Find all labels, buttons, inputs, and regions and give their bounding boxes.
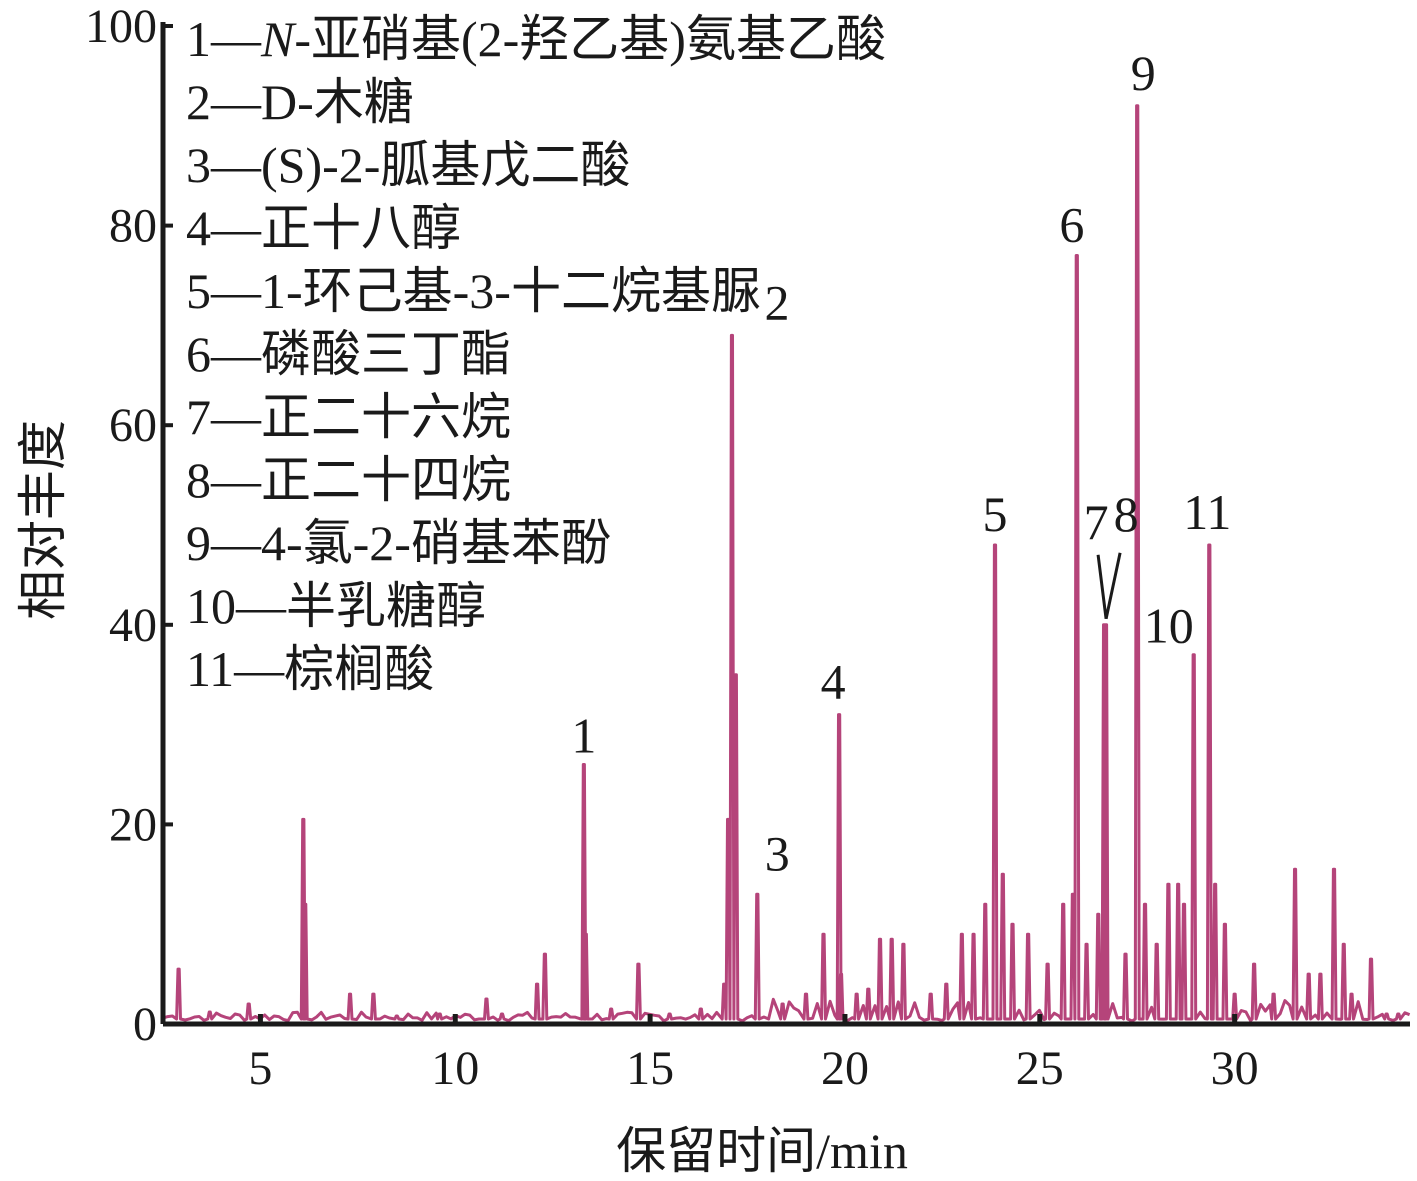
y-tick-label: 20 — [109, 798, 157, 851]
y-tick-label: 80 — [109, 200, 157, 253]
peak-label-10: 10 — [1144, 598, 1194, 654]
y-tick-label: 0 — [133, 998, 157, 1051]
y-tick-label: 60 — [109, 399, 157, 452]
legend-item-5: 5—1-环己基-3-十二烷基脲 — [186, 263, 761, 319]
peak-label-1: 1 — [571, 708, 596, 764]
legend-item-11: 11—棕榈酸 — [186, 641, 434, 697]
peak-label-3: 3 — [765, 825, 790, 881]
x-tick-label: 15 — [626, 1042, 674, 1095]
legend-item-1: 1—N-亚硝基(2-羟乙基)氨基乙酸 — [186, 11, 886, 67]
peak-label-4: 4 — [821, 654, 846, 710]
peak-label-8: 8 — [1114, 486, 1139, 542]
legend-item-2: 2—D-木糖 — [186, 74, 414, 130]
peak-labels: 1 2 3 4 5 6 9 10 11 7 8 — [571, 45, 1231, 881]
legend-item-9: 9—4-氯-2-硝基苯酚 — [186, 515, 611, 571]
x-tick-label: 25 — [1016, 1042, 1064, 1095]
peak-label-11: 11 — [1183, 484, 1231, 540]
x-tick-label: 20 — [821, 1042, 869, 1095]
legend: 1—N-亚硝基(2-羟乙基)氨基乙酸 2—D-木糖 3—(S)-2-胍基戊二酸 4—正… — [186, 11, 886, 697]
x-tick-label: 10 — [431, 1042, 479, 1095]
leader-line-8 — [1104, 552, 1122, 620]
chromatogram-trace — [162, 104, 1411, 1023]
peak-label-2: 2 — [764, 274, 789, 330]
x-tick-label: 30 — [1211, 1042, 1259, 1095]
trace-line — [162, 104, 1411, 1023]
x-axis-title: 保留时间/min — [616, 1123, 908, 1179]
axes — [160, 22, 1410, 1027]
legend-item-3: 3—(S)-2-胍基戊二酸 — [186, 137, 630, 193]
y-axis-title: 相对丰度 — [15, 420, 71, 620]
legend-item-7: 7—正二十六烷 — [186, 389, 511, 445]
legend-item-10: 10—半乳糖醇 — [186, 578, 486, 634]
x-tick-label: 5 — [248, 1042, 272, 1095]
peak-label-9: 9 — [1131, 45, 1156, 101]
legend-item-8: 8—正二十四烷 — [186, 452, 511, 508]
peak-label-5: 5 — [982, 486, 1007, 542]
legend-item-6: 6—磷酸三丁酯 — [186, 326, 511, 382]
y-tick-label: 40 — [109, 599, 157, 652]
legend-item-4: 4—正十八醇 — [186, 200, 461, 256]
y-tick-label: 100 — [85, 0, 157, 53]
peak-label-6: 6 — [1059, 197, 1084, 253]
leader-line-7 — [1096, 554, 1108, 619]
peak-label-7: 7 — [1084, 494, 1109, 550]
